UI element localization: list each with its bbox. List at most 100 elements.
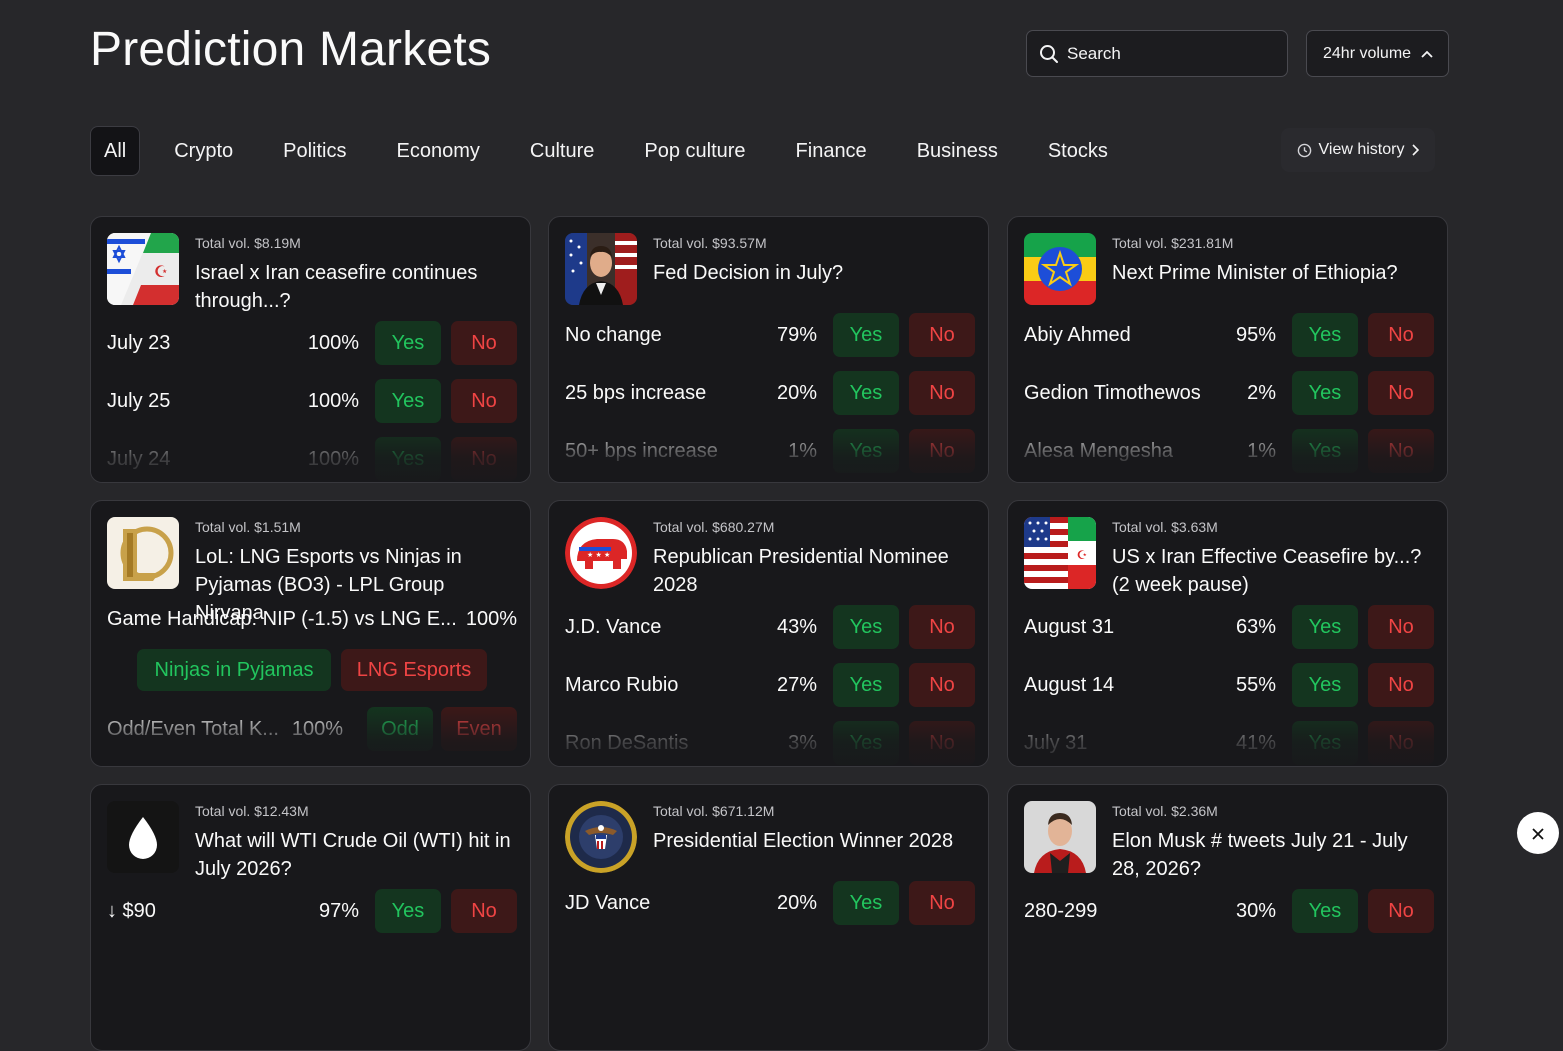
view-history-button[interactable]: View history [1281,128,1435,172]
yes-button[interactable]: Yes [833,663,899,707]
tab-all[interactable]: All [90,126,141,176]
no-button[interactable]: No [909,313,975,357]
yes-button[interactable]: Yes [1292,313,1358,357]
no-button[interactable]: No [1368,429,1434,473]
yes-button[interactable]: Yes [375,321,441,365]
outcome-label: ↓ $90 [107,900,156,922]
elon-musk-portrait-icon [1024,801,1096,873]
tab-economy[interactable]: Economy [396,140,480,162]
tab-culture[interactable]: Culture [529,140,595,162]
outcome-percent: 41% [1235,732,1276,754]
outcome-label: July 25 [107,390,171,412]
fed-chair-portrait-icon [565,233,637,305]
yes-button[interactable]: Yes [1292,663,1358,707]
svg-text:☪: ☪ [154,262,168,281]
svg-text:★ ★ ★: ★ ★ ★ [587,551,610,559]
oil-drop-icon [107,801,179,873]
market-question: Elon Musk # tweets July 21 - July 28, 20… [1112,830,1408,880]
tab-crypto[interactable]: Crypto [174,140,234,162]
outcome-label: J.D. Vance [565,616,662,638]
yes-button[interactable]: Yes [1292,605,1358,649]
outcome-label: Marco Rubio [565,674,679,696]
search-input[interactable] [1067,43,1267,64]
yes-button[interactable]: Yes [1292,429,1358,473]
outcome-label: 280-299 [1024,900,1098,922]
no-button[interactable]: No [451,889,517,933]
tab-pop-culture[interactable]: Pop culture [644,140,746,162]
no-button[interactable]: No [909,429,975,473]
israel-iran-flag-icon: ☪ [107,233,179,305]
yes-button[interactable]: Yes [833,721,899,765]
market-card[interactable]: Total vol. $231.81M Next Prime Minister … [1007,216,1448,483]
yes-button[interactable]: Yes [833,371,899,415]
tab-finance[interactable]: Finance [795,140,867,162]
even-button[interactable]: Even [441,707,517,751]
no-button[interactable]: No [1368,371,1434,415]
chevron-up-icon [1421,50,1433,58]
market-card[interactable]: ☪ Total vol. $3.63M US x Iran Effective … [1007,500,1448,767]
tab-stocks[interactable]: Stocks [1047,140,1108,162]
outcome-row: August 14 55% Yes No [1024,663,1434,707]
yes-button[interactable]: Yes [833,605,899,649]
team-lng-button[interactable]: LNG Esports [341,649,487,691]
yes-button[interactable]: Yes [1292,889,1358,933]
market-card[interactable]: ★ ★ ★ Total vol. $680.27M Republican Pre… [548,500,989,767]
no-button[interactable]: No [1368,889,1434,933]
outcome-percent: 100% [307,332,359,354]
yes-button[interactable]: Yes [1292,371,1358,415]
tab-politics[interactable]: Politics [283,140,347,162]
market-card[interactable]: Total vol. $93.57M Fed Decision in July?… [548,216,989,483]
volume-label: Total vol. $671.12M [653,803,775,819]
no-button[interactable]: No [909,881,975,925]
no-button[interactable]: No [909,663,975,707]
sort-label: 24hr volume [1323,44,1412,62]
yes-button[interactable]: Yes [833,429,899,473]
no-button[interactable]: No [1368,721,1434,765]
no-button[interactable]: No [451,437,517,481]
market-card[interactable]: Total vol. $12.43M What will WTI Crude O… [90,784,531,1051]
no-button[interactable]: No [909,371,975,415]
no-button[interactable]: No [909,605,975,649]
no-button[interactable]: No [1368,313,1434,357]
search-box[interactable] [1026,30,1288,77]
yes-button[interactable]: Yes [833,881,899,925]
no-button[interactable]: No [1368,663,1434,707]
close-button[interactable] [1517,812,1559,854]
no-button[interactable]: No [451,321,517,365]
no-button[interactable]: No [451,379,517,423]
outcome-percent: 30% [1235,900,1276,922]
sort-dropdown[interactable]: 24hr volume [1306,30,1449,77]
yes-button[interactable]: Yes [375,889,441,933]
outcome-row: 50+ bps increase 1% Yes No [565,429,975,473]
outcome-label: Ron DeSantis [565,732,689,754]
outcome-row: Alesa Mengesha 1% Yes No [1024,429,1434,473]
team-ninjas-button[interactable]: Ninjas in Pyjamas [137,649,331,691]
yes-button[interactable]: Yes [375,379,441,423]
odd-button[interactable]: Odd [367,707,433,751]
market-card[interactable]: Total vol. $671.12M Presidential Electio… [548,784,989,1051]
outcome-percent: 2% [1247,382,1276,404]
volume-label: Total vol. $680.27M [653,519,775,535]
outcome-label: JD Vance [565,892,651,914]
yes-button[interactable]: Yes [833,313,899,357]
outcome-label: July 31 [1024,732,1088,754]
no-button[interactable]: No [909,721,975,765]
market-question: Fed Decision in July? [653,262,844,284]
yes-button[interactable]: Yes [1292,721,1358,765]
outcome-percent: 20% [776,382,817,404]
no-button[interactable]: No [1368,605,1434,649]
yes-button[interactable]: Yes [375,437,441,481]
outcome-row: July 24 100% Yes No [107,437,517,481]
outcome-row: Abiy Ahmed 95% Yes No [1024,313,1434,357]
outcome-percent: 1% [1247,440,1276,462]
handicap-percent: 100% [465,608,517,630]
outcome-label: Abiy Ahmed [1024,324,1131,346]
market-card[interactable]: Total vol. $1.51M LoL: LNG Esports vs Ni… [90,500,531,767]
handicap-label: Game Handicap: NIP (-1.5) vs LNG E... [107,608,457,630]
market-card[interactable]: ☪ Total vol. $8.19M Israel x Iran ceasef… [90,216,531,483]
outcome-percent: 63% [1235,616,1276,638]
market-card[interactable]: Total vol. $2.36M Elon Musk # tweets Jul… [1007,784,1448,1051]
tab-business[interactable]: Business [916,140,998,162]
outcome-percent: 100% [307,448,359,470]
outcome-percent: 20% [776,892,817,914]
